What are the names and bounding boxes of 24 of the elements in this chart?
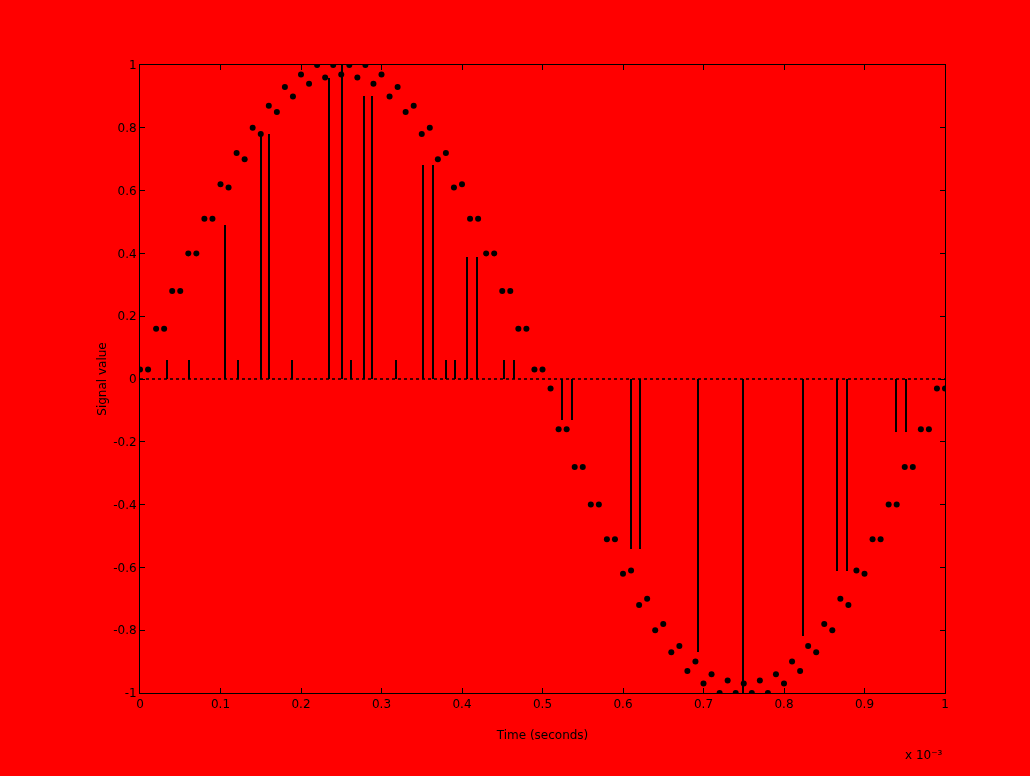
y-tick-label: 0 bbox=[128, 372, 137, 387]
x-axis-title: Time (seconds) bbox=[495, 728, 589, 742]
x-tick-label: 0.7 bbox=[693, 697, 714, 712]
text: x 10⁻³ bbox=[905, 748, 943, 762]
x-tick-label: 0.6 bbox=[613, 697, 633, 712]
x-tick-label: 0.8 bbox=[774, 697, 794, 712]
y-tick-label: -0.2 bbox=[113, 435, 137, 449]
y-tick-label: 0.2 bbox=[117, 309, 137, 324]
y-tick-label: -1 bbox=[124, 686, 137, 701]
x-tick-label: 0.4 bbox=[452, 697, 472, 712]
x-tick-label: 0.2 bbox=[291, 697, 311, 712]
y-tick-label: 1 bbox=[128, 58, 137, 73]
x-tick-label: 0.9 bbox=[854, 697, 875, 712]
x-tick-label: 1 bbox=[941, 697, 949, 712]
y-tick-label: 0.4 bbox=[117, 246, 137, 261]
x-tick-label: 0.1 bbox=[210, 697, 231, 712]
x-tick-label: 0.3 bbox=[371, 697, 392, 712]
y-tick-label: 0.8 bbox=[117, 121, 137, 135]
x-tick-label: 0.5 bbox=[532, 697, 553, 712]
y-tick-label: -0.4 bbox=[113, 497, 137, 512]
y-axis-title: Signal value bbox=[95, 342, 109, 416]
y-tick-label: 0.6 bbox=[117, 183, 137, 198]
y-tick-label: -0.8 bbox=[113, 623, 137, 638]
y-tick-label: -0.6 bbox=[113, 560, 137, 575]
